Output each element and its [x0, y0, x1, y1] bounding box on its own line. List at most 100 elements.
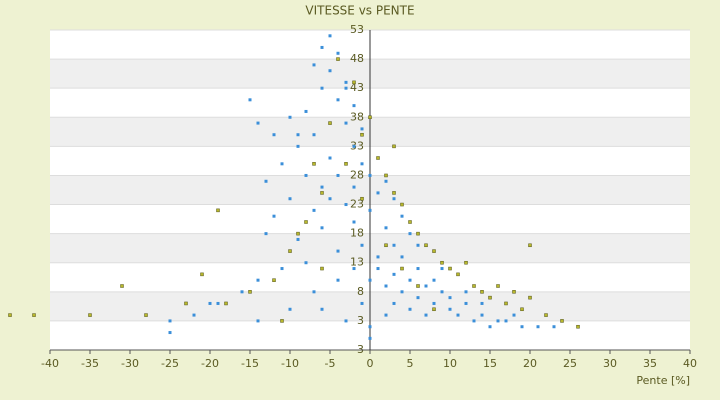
- point: [440, 260, 444, 265]
- x-tick-label: 30: [603, 357, 617, 370]
- point: [280, 267, 284, 271]
- point: [464, 260, 468, 265]
- y-tick-label: 8: [357, 285, 364, 298]
- point: [384, 173, 388, 178]
- x-tick-label: 0: [367, 357, 374, 370]
- x-axis-label: Pente [%]: [636, 374, 690, 387]
- point: [528, 295, 532, 300]
- point: [400, 202, 404, 207]
- x-tick-label: -40: [41, 357, 59, 370]
- point: [544, 313, 548, 317]
- point: [360, 127, 364, 131]
- point: [320, 191, 324, 195]
- point: [216, 208, 220, 213]
- point: [200, 272, 204, 277]
- point: [168, 319, 172, 323]
- point: [432, 249, 436, 253]
- point: [400, 266, 404, 271]
- x-tick-label: 10: [443, 357, 457, 370]
- point: [296, 231, 300, 236]
- point: [416, 231, 420, 236]
- point: [384, 243, 388, 248]
- point: [416, 296, 420, 300]
- point: [352, 144, 356, 148]
- point: [504, 301, 508, 306]
- point: [248, 290, 252, 294]
- point: [344, 121, 348, 125]
- point: [272, 278, 276, 282]
- point: [344, 80, 348, 84]
- point: [296, 237, 300, 241]
- point: [336, 278, 340, 282]
- point: [376, 255, 380, 259]
- point: [496, 319, 500, 323]
- point: [432, 307, 436, 312]
- point: [520, 325, 524, 329]
- point: [320, 45, 324, 49]
- point: [400, 214, 404, 218]
- point: [312, 162, 316, 166]
- point: [312, 290, 316, 294]
- point: [288, 115, 292, 119]
- point: [312, 208, 316, 212]
- point: [288, 307, 292, 311]
- point: [376, 191, 380, 195]
- point: [328, 156, 332, 160]
- point: [480, 301, 484, 305]
- point: [312, 63, 316, 67]
- point: [400, 290, 404, 294]
- point: [480, 313, 484, 317]
- point: [264, 179, 268, 183]
- point: [256, 121, 260, 125]
- point: [352, 220, 356, 224]
- point: [240, 290, 244, 294]
- point: [376, 267, 380, 271]
- point: [280, 162, 284, 166]
- x-tick-label: 20: [523, 357, 537, 370]
- point: [440, 290, 444, 294]
- point: [464, 290, 468, 294]
- point: [400, 255, 404, 259]
- y-tick-label: 13: [350, 256, 364, 269]
- point: [536, 325, 540, 329]
- point: [344, 86, 348, 90]
- point: [360, 162, 364, 166]
- x-tick-label: 35: [643, 357, 657, 370]
- point: [440, 267, 444, 271]
- x-tick-label: -35: [81, 357, 99, 370]
- point: [392, 191, 396, 195]
- point: [496, 284, 500, 288]
- chart-title: VITESSE vs PENTE: [305, 4, 414, 18]
- point: [360, 301, 364, 305]
- point: [480, 290, 484, 294]
- point: [552, 325, 556, 329]
- point: [8, 313, 12, 317]
- point: [392, 243, 396, 247]
- point: [360, 132, 364, 137]
- point: [320, 266, 324, 271]
- point: [408, 278, 412, 282]
- point: [320, 86, 324, 90]
- y-tick-label: 53: [350, 23, 364, 36]
- point: [328, 197, 332, 201]
- point: [224, 301, 228, 306]
- x-tick-label: -15: [241, 357, 259, 370]
- point: [304, 261, 308, 265]
- x-tick-label: -30: [121, 357, 139, 370]
- point: [360, 196, 364, 201]
- point: [344, 203, 348, 207]
- point: [488, 325, 492, 329]
- point: [352, 104, 356, 108]
- point: [304, 173, 308, 177]
- point: [296, 133, 300, 137]
- point: [320, 307, 324, 311]
- point: [472, 284, 476, 288]
- point: [328, 69, 332, 73]
- point: [168, 331, 172, 335]
- x-tick-label: -5: [325, 357, 336, 370]
- point: [256, 319, 260, 323]
- point: [520, 307, 524, 312]
- point: [272, 214, 276, 218]
- point: [368, 208, 372, 212]
